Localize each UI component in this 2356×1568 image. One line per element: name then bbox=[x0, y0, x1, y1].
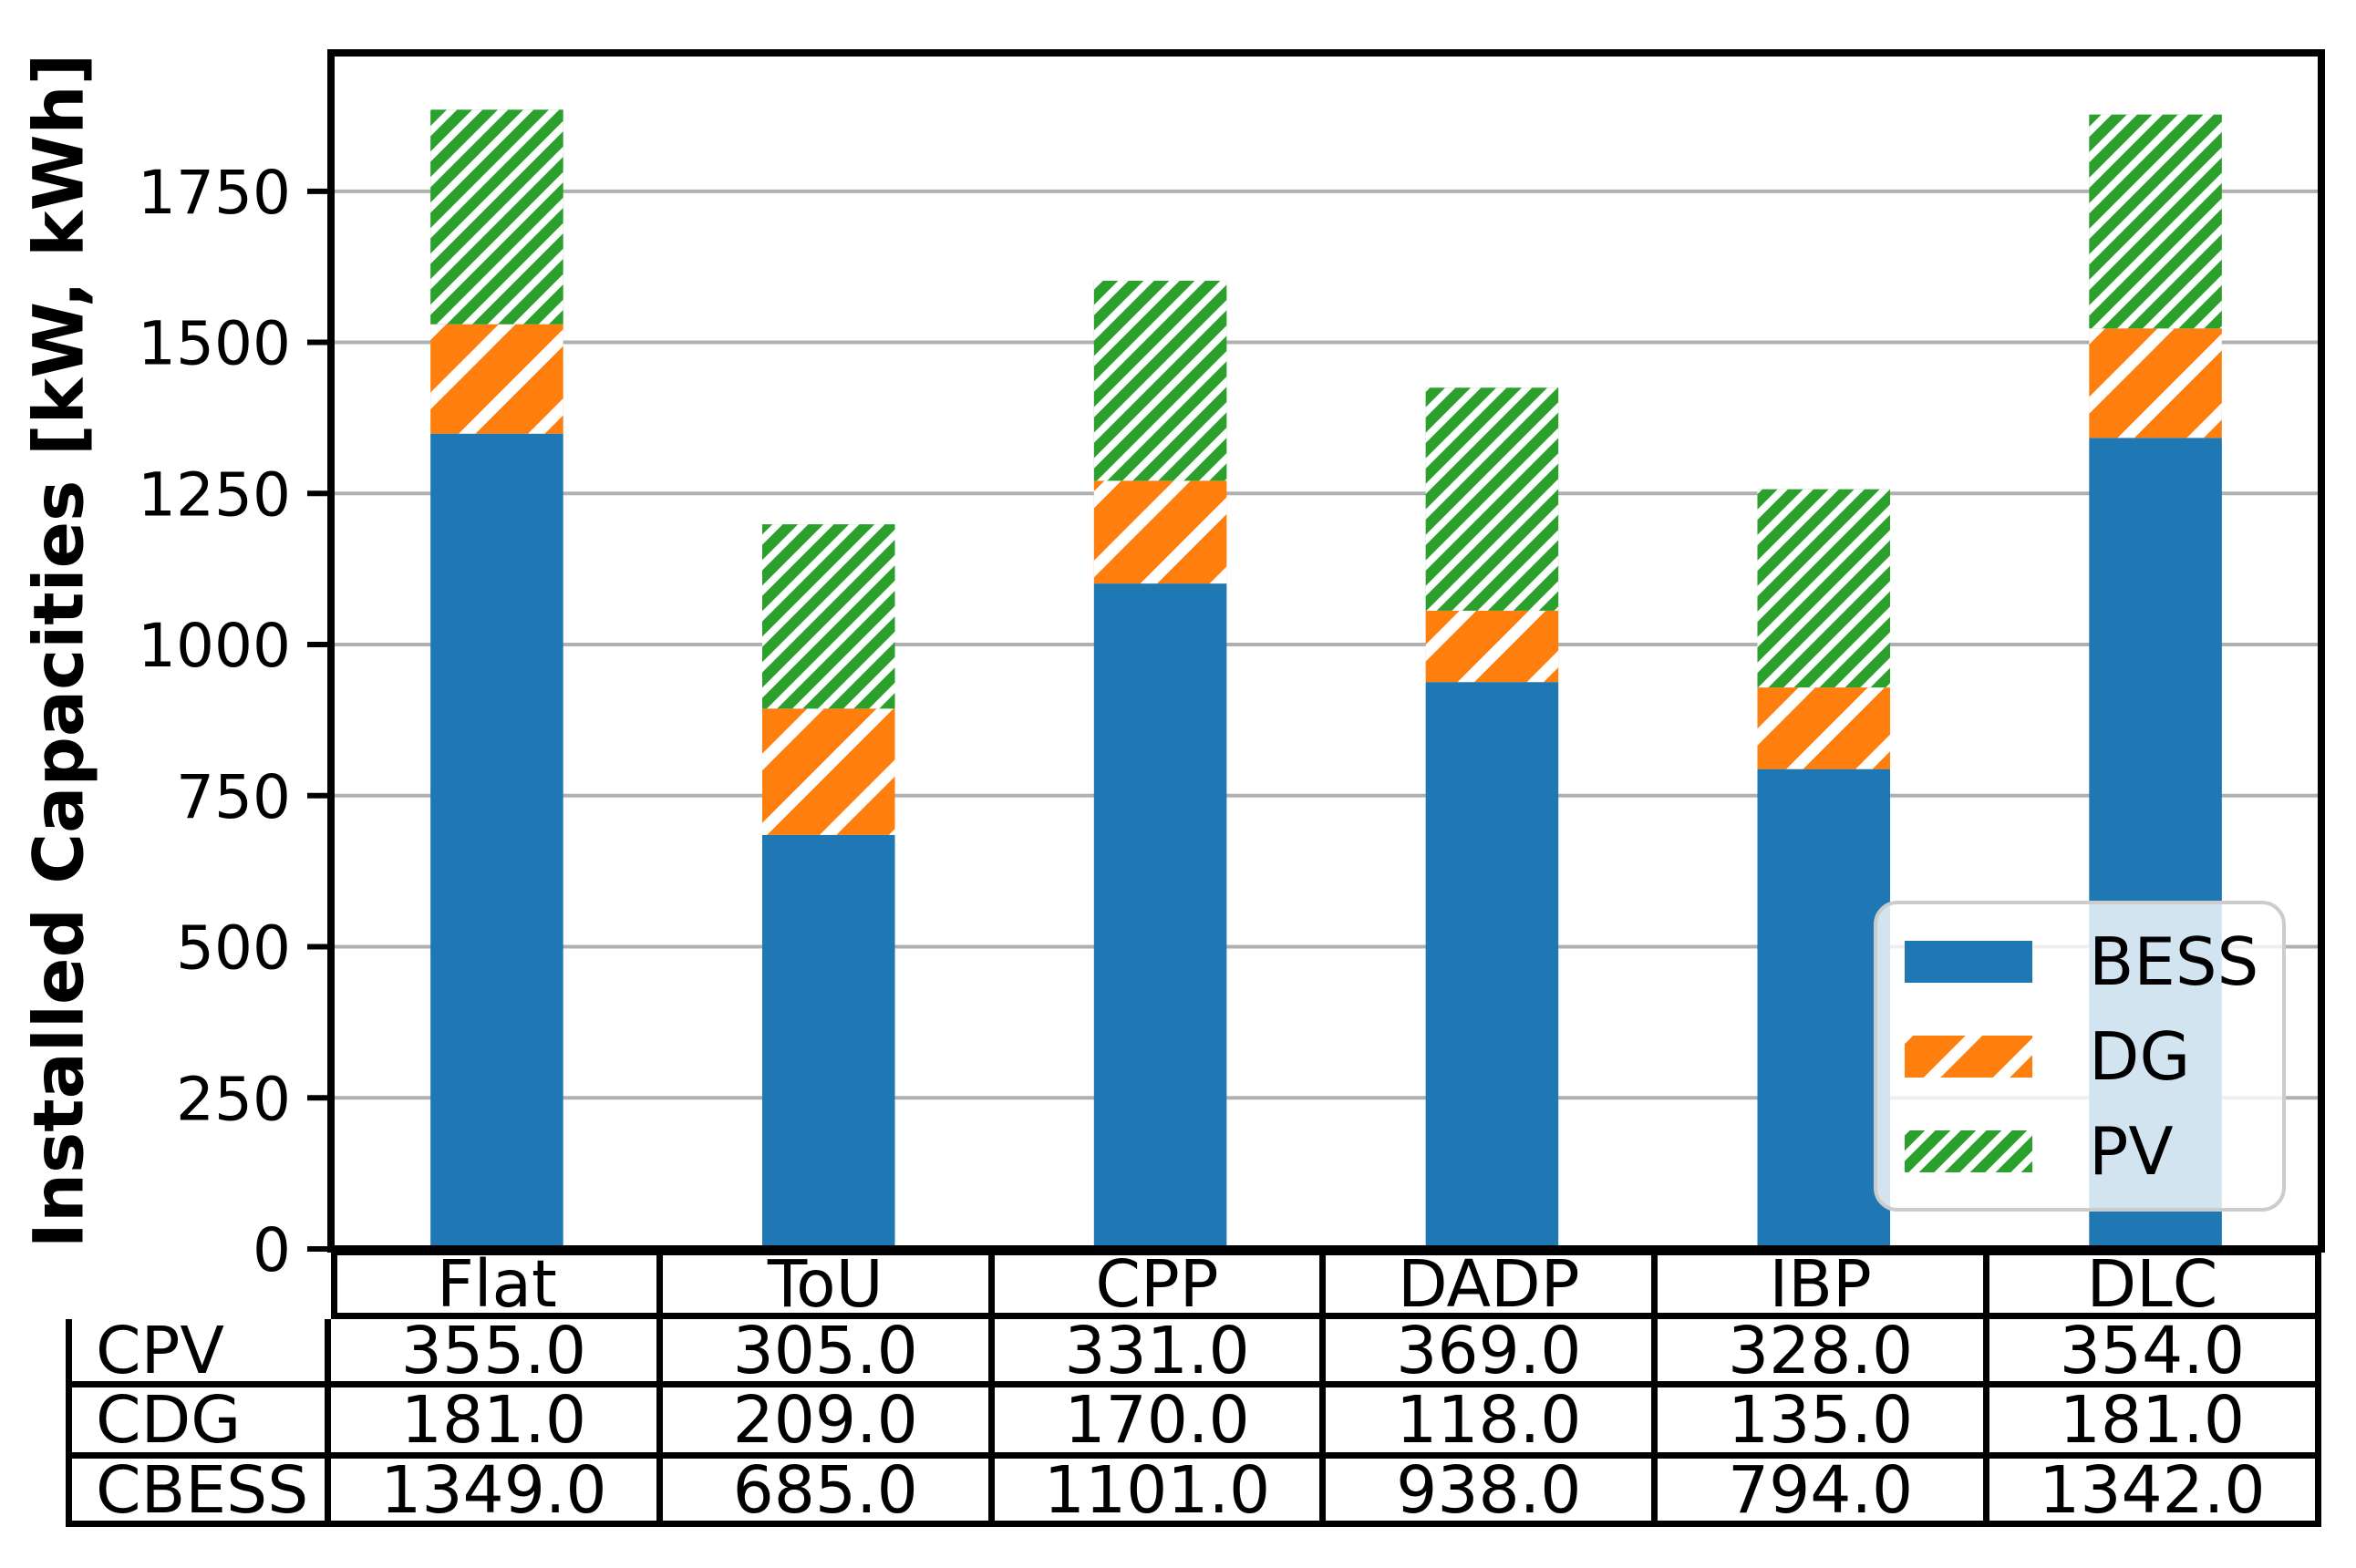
y-tick-label: 1000 bbox=[138, 611, 291, 681]
table-cell-cdg-flat: 181.0 bbox=[331, 1382, 663, 1459]
y-tick-label: 1500 bbox=[138, 309, 291, 379]
bar-hatch-ibp-dg bbox=[1757, 687, 1891, 769]
pv-swatch-icon bbox=[1905, 1130, 2032, 1172]
legend-item-bess: BESS bbox=[1905, 914, 2282, 1009]
bar-hatch-cpp-pv bbox=[1093, 280, 1227, 481]
bar-hatch-flat-pv bbox=[430, 109, 563, 325]
legend-label-bess: BESS bbox=[2089, 923, 2259, 1000]
table-cell-cbess-ibp: 794.0 bbox=[1658, 1452, 1989, 1528]
legend-item-dg: DG bbox=[1905, 1009, 2282, 1104]
bar-hatch-ibp-pv bbox=[1757, 489, 1891, 688]
bars bbox=[430, 109, 2222, 1249]
table-cell-cdg-tou: 209.0 bbox=[662, 1382, 995, 1459]
bar-hatch-tou-pv bbox=[761, 524, 895, 709]
gridlines bbox=[331, 189, 2321, 1251]
table-cell-cpv-dlc: 354.0 bbox=[1989, 1313, 2321, 1388]
bar-tou-bess bbox=[761, 834, 895, 1249]
table-row-label-cbess: CBESS bbox=[66, 1452, 331, 1528]
y-tick-label: 1750 bbox=[138, 158, 291, 228]
table-header-ibp: IBP bbox=[1658, 1246, 1989, 1322]
legend-label-pv: PV bbox=[2089, 1112, 2174, 1190]
bar-dadp-bess bbox=[1425, 682, 1559, 1249]
bar-hatch-tou-dg bbox=[761, 708, 895, 835]
plot-border bbox=[327, 49, 2325, 1253]
bar-ibp-bess bbox=[1757, 769, 1891, 1249]
y-axis-title: Installed Capacities [kW, kWh] bbox=[17, 53, 99, 1249]
table-row-label-cpv: CPV bbox=[66, 1313, 331, 1388]
bar-hatch-dlc-pv bbox=[2089, 114, 2222, 329]
table-cell-cpv-cpp: 331.0 bbox=[994, 1313, 1327, 1388]
y-tick-label: 750 bbox=[176, 762, 291, 832]
table-header-dlc: DLC bbox=[1989, 1246, 2321, 1322]
legend-item-pv: PV bbox=[1905, 1104, 2282, 1199]
y-axis-ticks: 0 250 500 750 1000 1250 1500 1750 bbox=[138, 158, 331, 1285]
y-tick-label: 1250 bbox=[138, 459, 291, 530]
table-cell-cbess-dadp: 938.0 bbox=[1326, 1452, 1658, 1528]
table-cell-cpv-flat: 355.0 bbox=[331, 1313, 663, 1388]
bar-hatch-cpp-dg bbox=[1093, 480, 1227, 584]
table-header-flat: Flat bbox=[331, 1246, 663, 1322]
table-row-label-cdg: CDG bbox=[66, 1382, 331, 1459]
bar-hatch-dadp-dg bbox=[1425, 610, 1559, 683]
bess-swatch-icon bbox=[1905, 940, 2032, 983]
legend: BESS DG PV bbox=[1874, 901, 2286, 1212]
bar-hatch-dadp-pv bbox=[1425, 387, 1559, 611]
table-cell-cbess-tou: 685.0 bbox=[662, 1452, 995, 1528]
table-header-cpp: CPP bbox=[994, 1246, 1327, 1322]
table-cell-cdg-dadp: 118.0 bbox=[1326, 1382, 1658, 1459]
table-cell-cpv-ibp: 328.0 bbox=[1658, 1313, 1989, 1388]
y-tick-label: 0 bbox=[253, 1215, 291, 1285]
table-cell-cdg-ibp: 135.0 bbox=[1658, 1382, 1989, 1459]
bar-cpp-bess bbox=[1093, 583, 1227, 1249]
table-cell-cpv-dadp: 369.0 bbox=[1326, 1313, 1658, 1388]
bar-hatch-dlc-dg bbox=[2089, 328, 2222, 438]
table-cell-cbess-cpp: 1101.0 bbox=[994, 1452, 1327, 1528]
table-cell-cdg-cpp: 170.0 bbox=[994, 1382, 1327, 1459]
table-cell-cbess-dlc: 1342.0 bbox=[1989, 1452, 2321, 1528]
table-cell-cbess-flat: 1349.0 bbox=[331, 1452, 663, 1528]
table-header-tou: ToU bbox=[662, 1246, 995, 1322]
table-cell-cdg-dlc: 181.0 bbox=[1989, 1382, 2321, 1459]
table-cell-cpv-tou: 305.0 bbox=[662, 1313, 995, 1388]
y-tick-label: 500 bbox=[176, 913, 291, 984]
bar-hatch-flat-dg bbox=[430, 324, 563, 434]
dg-swatch-icon bbox=[1905, 1035, 2032, 1078]
legend-label-dg: DG bbox=[2089, 1017, 2191, 1095]
bar-flat-bess bbox=[430, 433, 563, 1249]
y-tick-label: 250 bbox=[176, 1064, 291, 1134]
